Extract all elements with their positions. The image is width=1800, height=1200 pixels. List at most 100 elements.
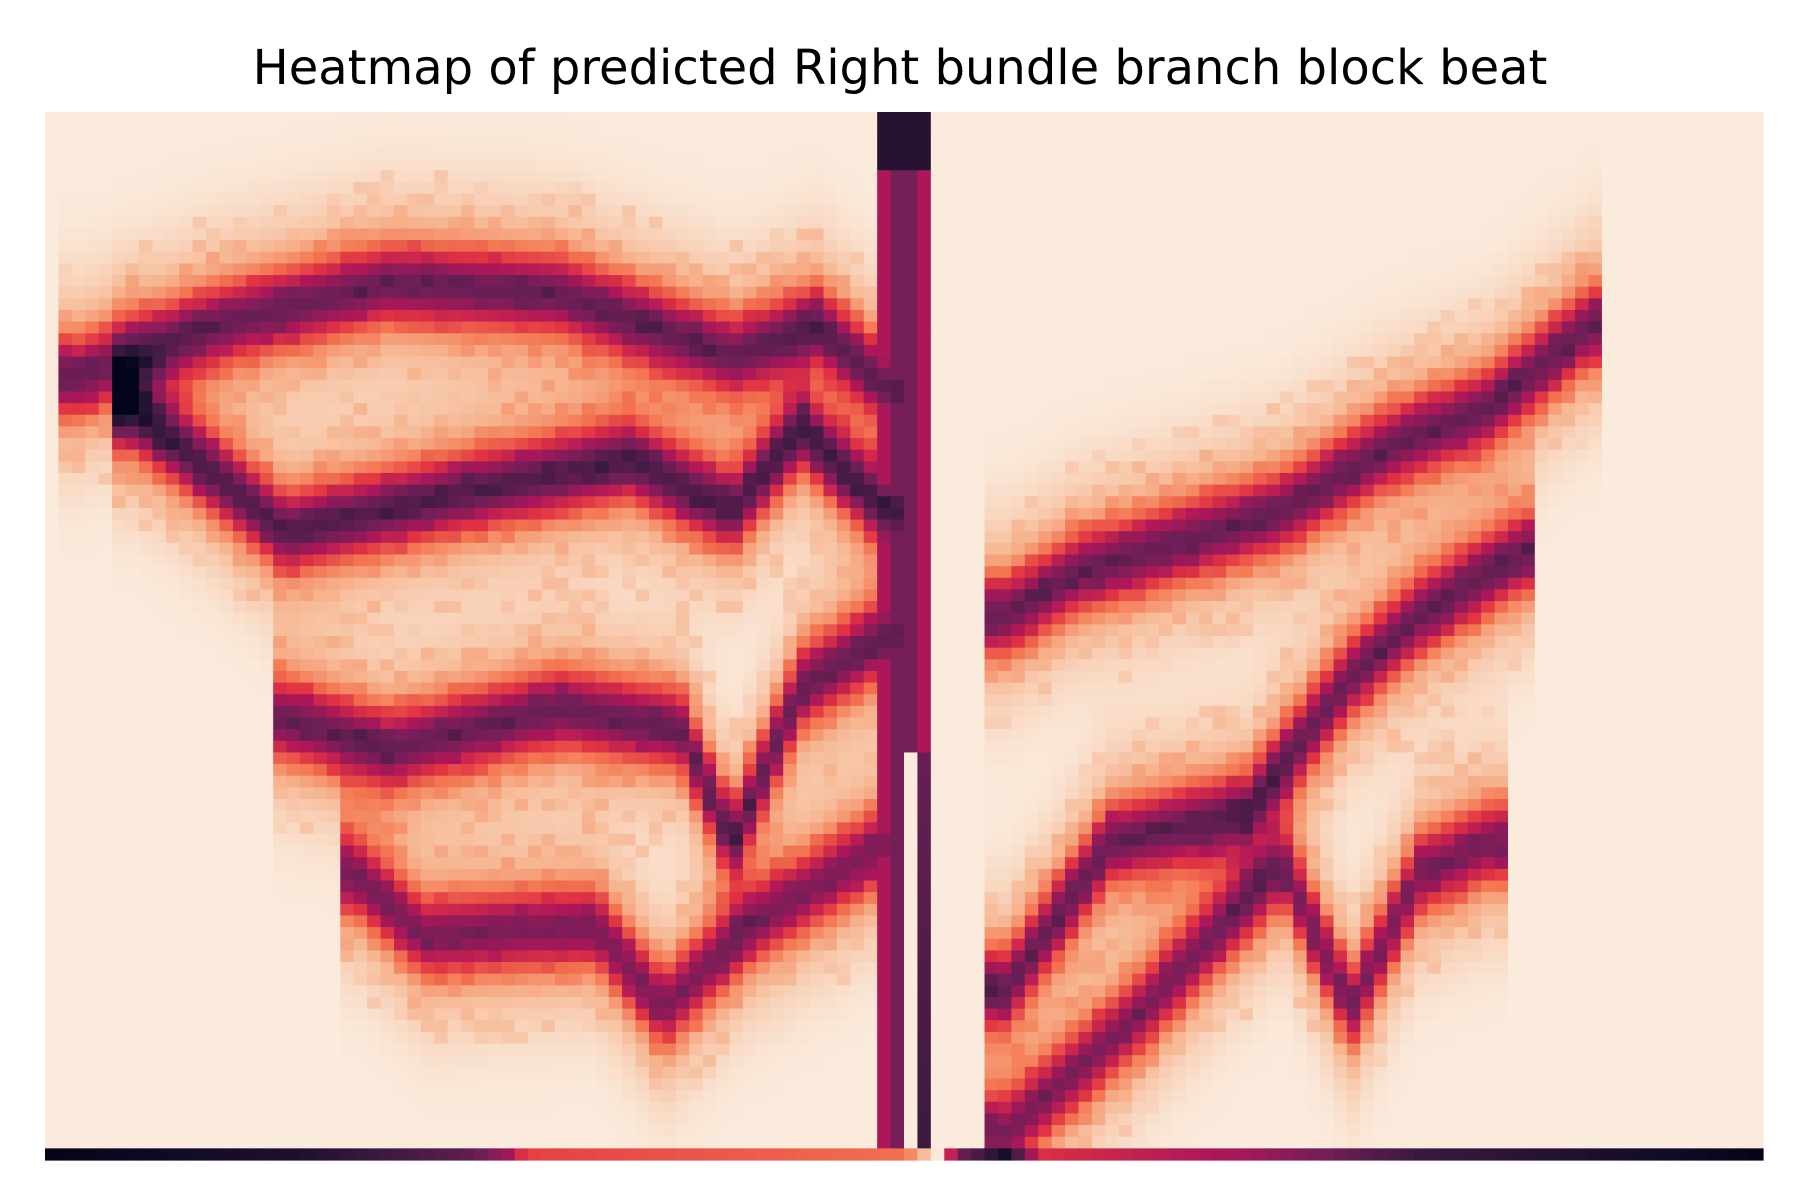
heatmap-cell bbox=[1655, 309, 1670, 323]
heatmap-cell bbox=[58, 263, 73, 276]
heatmap-cell bbox=[1346, 146, 1361, 160]
heatmap-cell bbox=[528, 461, 543, 474]
heatmap-cell bbox=[528, 275, 543, 288]
heatmap-cell bbox=[1548, 193, 1563, 206]
heatmap-cell bbox=[1065, 542, 1080, 556]
heatmap-cell bbox=[635, 507, 650, 521]
heatmap-cell bbox=[1320, 426, 1335, 439]
heatmap-cell bbox=[1548, 321, 1563, 334]
heatmap-cell bbox=[568, 321, 583, 334]
heatmap-cell bbox=[1454, 193, 1469, 206]
heatmap-cell bbox=[165, 344, 180, 358]
heatmap-cell bbox=[300, 344, 315, 358]
heatmap-cell bbox=[1440, 216, 1455, 230]
heatmap-cell bbox=[1091, 461, 1106, 474]
heatmap-cell bbox=[273, 519, 288, 532]
heatmap-cell bbox=[112, 542, 127, 556]
heatmap-cell bbox=[1387, 472, 1402, 486]
heatmap-cell bbox=[1561, 228, 1576, 241]
heatmap-cell bbox=[622, 542, 637, 556]
heatmap-cell bbox=[689, 309, 704, 323]
heatmap-cell bbox=[326, 146, 341, 160]
heatmap-cell bbox=[1736, 531, 1751, 544]
heatmap-cell bbox=[930, 391, 945, 404]
heatmap-cell bbox=[971, 216, 986, 230]
heatmap-cell bbox=[984, 240, 999, 253]
heatmap-cell bbox=[380, 158, 395, 171]
heatmap-cell bbox=[206, 356, 221, 369]
heatmap-cell bbox=[420, 298, 435, 311]
heatmap-cell bbox=[1669, 414, 1684, 427]
heatmap-cell bbox=[367, 286, 382, 299]
heatmap-cell bbox=[863, 461, 878, 474]
heatmap-cell bbox=[1199, 321, 1214, 334]
heatmap-cell bbox=[984, 298, 999, 311]
heatmap-cell bbox=[796, 461, 811, 474]
heatmap-cell bbox=[1051, 484, 1066, 497]
heatmap-cell bbox=[125, 321, 140, 334]
heatmap-cell bbox=[1709, 263, 1724, 276]
heatmap-cell bbox=[165, 146, 180, 160]
heatmap-cell bbox=[944, 414, 959, 427]
heatmap-cell bbox=[58, 472, 73, 486]
heatmap-cell bbox=[756, 228, 771, 241]
heatmap-cell bbox=[85, 170, 100, 183]
heatmap-cell bbox=[138, 344, 153, 358]
heatmap-cell bbox=[1534, 135, 1549, 148]
heatmap-cell bbox=[1669, 554, 1684, 567]
heatmap-cell bbox=[702, 356, 717, 369]
heatmap-cell bbox=[98, 391, 113, 404]
heatmap-cell bbox=[1628, 251, 1643, 264]
heatmap-cell bbox=[1534, 205, 1549, 218]
heatmap-cell bbox=[555, 228, 570, 241]
heatmap-cell bbox=[1588, 286, 1603, 299]
heatmap-cell bbox=[501, 403, 516, 416]
heatmap-cell bbox=[863, 321, 878, 334]
heatmap-cell bbox=[447, 216, 462, 230]
heatmap-cell bbox=[1145, 496, 1160, 509]
heatmap-cell bbox=[232, 181, 247, 195]
heatmap-cell bbox=[877, 356, 892, 369]
heatmap-cell bbox=[890, 146, 905, 160]
heatmap-cell bbox=[420, 286, 435, 299]
heatmap-cell bbox=[675, 275, 690, 288]
heatmap-cell bbox=[393, 193, 408, 206]
heatmap-cell bbox=[702, 181, 717, 195]
heatmap-cell bbox=[917, 461, 932, 474]
heatmap-cell bbox=[823, 123, 838, 136]
heatmap-cell bbox=[581, 181, 596, 195]
heatmap-cell bbox=[420, 519, 435, 532]
heatmap-cell bbox=[420, 240, 435, 253]
heatmap-cell bbox=[742, 496, 757, 509]
heatmap-cell bbox=[1024, 286, 1039, 299]
heatmap-cell bbox=[528, 391, 543, 404]
heatmap-cell bbox=[1521, 472, 1536, 486]
heatmap-cell bbox=[1615, 344, 1630, 358]
heatmap-cell bbox=[1494, 426, 1509, 439]
heatmap-cell bbox=[796, 496, 811, 509]
heatmap-cell bbox=[367, 426, 382, 439]
heatmap-cell bbox=[635, 426, 650, 439]
heatmap-cell bbox=[1521, 507, 1536, 521]
heatmap-cell bbox=[1736, 356, 1751, 369]
heatmap-cell bbox=[1682, 507, 1697, 521]
heatmap-cell bbox=[1105, 368, 1120, 381]
heatmap-cell bbox=[1212, 484, 1227, 497]
heatmap-cell bbox=[1467, 321, 1482, 334]
heatmap-cell bbox=[1051, 356, 1066, 369]
heatmap-cell bbox=[702, 472, 717, 486]
heatmap-cell bbox=[1226, 461, 1241, 474]
heatmap-cell bbox=[125, 484, 140, 497]
heatmap-cell bbox=[353, 438, 368, 451]
heatmap-cell bbox=[487, 461, 502, 474]
heatmap-cell bbox=[125, 123, 140, 136]
heatmap-cell bbox=[810, 298, 825, 311]
heatmap-cell bbox=[1051, 251, 1066, 264]
heatmap-cell bbox=[1736, 275, 1751, 288]
heatmap-cell bbox=[1682, 228, 1697, 241]
heatmap-cell bbox=[192, 112, 207, 125]
heatmap-cell bbox=[1199, 379, 1214, 393]
heatmap-cell bbox=[1561, 368, 1576, 381]
heatmap-cell bbox=[367, 414, 382, 427]
